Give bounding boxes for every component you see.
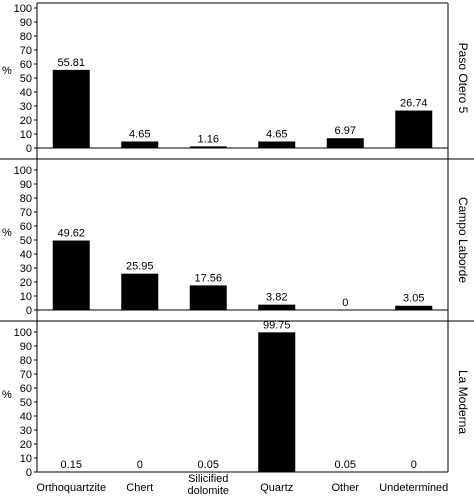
- panel-1-title: Paso Otero 5: [456, 43, 470, 114]
- x-tick-label: Quartz: [260, 482, 293, 494]
- panel-1-bar-4: [258, 141, 296, 148]
- panel-1-data-label-2: 4.65: [129, 128, 150, 140]
- x-tick-label: Silicified dolomite: [187, 473, 229, 497]
- panel-2-ytick-label: 90: [20, 179, 32, 191]
- panel-2-bar-3: [189, 285, 227, 310]
- panel-2-data-label-2: 25.95: [126, 261, 154, 273]
- panel-3-ytick-label: 50: [20, 397, 32, 409]
- panel-2-ytick-label: 50: [20, 235, 32, 247]
- panel-3-ytick-label: 20: [20, 439, 32, 451]
- panel-2-ytick-label: 100: [14, 165, 32, 177]
- x-tick-label: Undetermined: [379, 482, 448, 494]
- panel-3-ytick-label: 10: [20, 453, 32, 465]
- panel-2-data-label-1: 49.62: [57, 228, 85, 240]
- panel-1-data-label-5: 6.97: [335, 125, 356, 137]
- x-tick-label: Other: [331, 482, 359, 494]
- panel-1-ytick-label: 40: [20, 87, 32, 99]
- panel-2-data-label-5: 0: [342, 297, 348, 309]
- panel-2-ytick-label: 30: [20, 263, 32, 275]
- panel-1-ytick-label: 60: [20, 59, 32, 71]
- panel-3-ytick-label: 30: [20, 425, 32, 437]
- panel-2-bar-4: [258, 304, 296, 310]
- panel-3-data-label-1: 0.15: [61, 459, 82, 471]
- panel-1-ytick-label: 50: [20, 73, 32, 85]
- panel-3-ytick-label: 40: [20, 411, 32, 423]
- panel-2-data-label-4: 3.82: [266, 292, 287, 304]
- panel-2-bar-6: [395, 305, 433, 310]
- panel-1-ytick-label: 90: [20, 17, 32, 29]
- panel-1-bar-5: [326, 138, 364, 148]
- panel-2-bar-2: [121, 273, 159, 310]
- panel-1-data-label-6: 26.74: [400, 98, 428, 110]
- panel-1-y-axis-label: %: [2, 65, 12, 77]
- panel-3-y-axis-label: %: [2, 389, 12, 401]
- panel-1-data-label-4: 4.65: [266, 128, 287, 140]
- panel-1-ytick-label: 70: [20, 45, 32, 57]
- x-tick-label: Orthoquartzite: [36, 482, 106, 494]
- panel-3-ytick-label: 80: [20, 355, 32, 367]
- panel-2-ytick-label: 80: [20, 193, 32, 205]
- panel-1-ytick-label: 100: [14, 3, 32, 15]
- panel-1-ytick-label: 20: [20, 115, 32, 127]
- panel-2-ytick-label: 70: [20, 207, 32, 219]
- panel-2-ytick-label: 0: [26, 305, 32, 317]
- panel-3-data-label-4: 99.75: [263, 319, 291, 331]
- panel-3-data-label-6: 0: [411, 459, 417, 471]
- panel-2-ytick-label: 20: [20, 277, 32, 289]
- panel-2-ytick-label: 60: [20, 221, 32, 233]
- panel-3-ytick-label: 60: [20, 383, 32, 395]
- panel-1-data-label-1: 55.81: [57, 57, 85, 69]
- panel-2-ytick-label: 10: [20, 291, 32, 303]
- panel-2-data-label-6: 3.05: [403, 293, 424, 305]
- x-tick-label: Chert: [126, 482, 153, 494]
- panel-3-data-label-5: 0.05: [335, 459, 356, 471]
- panel-1-ytick-label: 30: [20, 101, 32, 113]
- panel-2-y-axis-label: %: [2, 227, 12, 239]
- panel-2-data-label-3: 17.56: [194, 272, 222, 284]
- panel-1-bar-2: [121, 141, 159, 148]
- panel-2-ytick-label: 40: [20, 249, 32, 261]
- panel-3-data-label-2: 0: [137, 459, 143, 471]
- panel-3-ytick-label: 90: [20, 341, 32, 353]
- panel-3-ytick-label: 70: [20, 369, 32, 381]
- panel-3-data-label-3: 0.05: [198, 459, 219, 471]
- panel-3-title: La Moderna: [456, 370, 470, 434]
- panel-1-ytick-label: 10: [20, 129, 32, 141]
- panel-1-ytick-label: 0: [26, 143, 32, 155]
- panel-1-ytick-label: 80: [20, 31, 32, 43]
- panel-1-data-label-3: 1.16: [198, 133, 219, 145]
- panel-3-bar-4: [258, 332, 296, 472]
- panel-3-ytick-label: 100: [14, 327, 32, 339]
- panel-1-bar-3: [189, 146, 227, 148]
- panel-2-title: Campo Laborde: [456, 197, 470, 283]
- panel-1-bar-6: [395, 110, 433, 148]
- panel-2-bar-1: [52, 240, 90, 310]
- panel-1-bar-1: [52, 69, 90, 148]
- panel-3-ytick-label: 0: [26, 467, 32, 479]
